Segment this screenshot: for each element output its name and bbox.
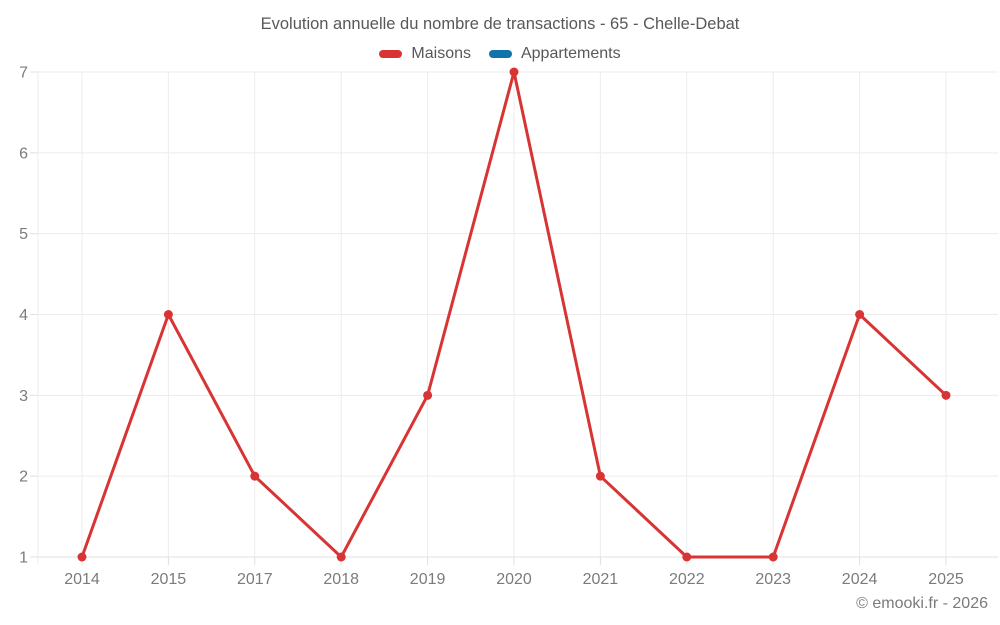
data-point-maisons-2014[interactable] <box>77 552 87 562</box>
y-axis-label: 5 <box>19 226 28 243</box>
x-axis-label: 2025 <box>928 571 964 588</box>
x-axis-label: 2015 <box>151 571 187 588</box>
x-axis-label: 2022 <box>669 571 705 588</box>
data-point-maisons-2018[interactable] <box>336 552 346 562</box>
x-axis-label: 2021 <box>583 571 619 588</box>
legend-item-appartements[interactable]: Appartements <box>488 45 621 63</box>
data-point-maisons-2024[interactable] <box>855 310 865 319</box>
data-point-maisons-2019[interactable] <box>423 390 433 400</box>
x-axis-label: 2020 <box>496 571 532 588</box>
y-axis-label: 4 <box>19 307 28 324</box>
y-axis-label: 6 <box>19 145 28 162</box>
legend: Maisons Appartements <box>0 45 1000 63</box>
x-axis-label: 2019 <box>410 571 446 588</box>
x-axis-label: 2024 <box>842 571 878 588</box>
x-axis-label: 2023 <box>755 571 791 588</box>
data-point-maisons-2015[interactable] <box>163 310 173 319</box>
legend-swatch-appartements <box>488 50 512 58</box>
chart-title: Evolution annuelle du nombre de transact… <box>260 15 740 33</box>
y-axis-label: 1 <box>19 550 28 567</box>
data-point-maisons-2023[interactable] <box>768 552 778 562</box>
y-axis-label: 3 <box>19 388 28 405</box>
x-axis-label: 2018 <box>323 571 359 588</box>
x-axis-label: 2017 <box>237 571 273 588</box>
legend-label-appartements: Appartements <box>520 45 621 62</box>
watermark-copyright: © emooki.fr - 2026 <box>856 595 988 612</box>
legend-item-maisons[interactable]: Maisons <box>379 45 471 63</box>
data-point-maisons-2025[interactable] <box>941 390 951 400</box>
data-point-maisons-2017[interactable] <box>250 471 260 481</box>
y-axis-label: 2 <box>19 469 28 486</box>
legend-label-maisons: Maisons <box>411 45 471 62</box>
data-point-maisons-2022[interactable] <box>682 552 692 562</box>
data-point-maisons-2021[interactable] <box>595 471 605 481</box>
data-point-maisons-2020[interactable] <box>509 67 519 77</box>
x-axis-label: 2014 <box>64 571 100 588</box>
y-axis-label: 7 <box>19 65 28 82</box>
legend-swatch-maisons <box>379 50 403 58</box>
